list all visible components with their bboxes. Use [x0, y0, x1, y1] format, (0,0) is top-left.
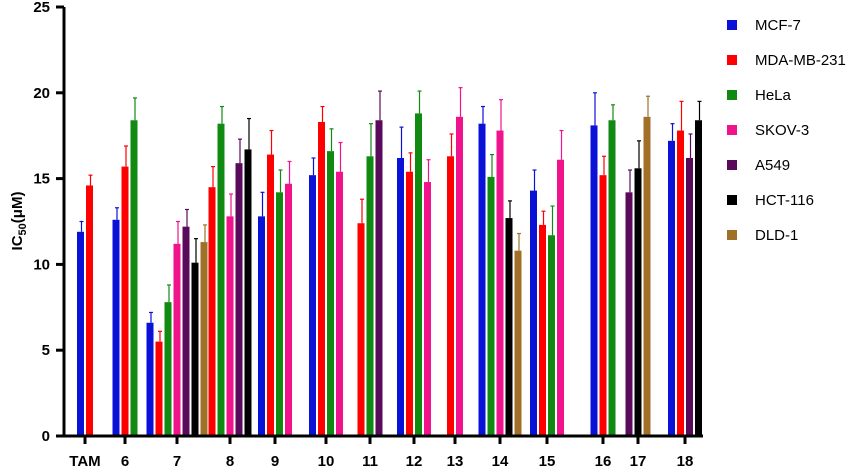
bar	[285, 183, 292, 436]
y-ticks: 0 5 10 15 20 25	[33, 0, 64, 445]
x-tick-label: 9	[271, 453, 279, 470]
bar	[677, 130, 684, 436]
bar	[415, 113, 422, 436]
bar	[217, 123, 225, 437]
bar	[130, 120, 138, 437]
bar	[456, 116, 463, 436]
legend-label: SKOV-3	[755, 122, 809, 139]
bar	[447, 156, 454, 437]
x-tick-label: 18	[677, 453, 694, 470]
legend-swatch	[727, 195, 737, 205]
x-tick-label: 7	[173, 453, 181, 470]
bar	[695, 120, 702, 437]
legend-label: MCF-7	[755, 17, 801, 34]
x-tick-label: 17	[630, 453, 647, 470]
x-tick-label: 11	[362, 453, 378, 470]
bar	[608, 120, 616, 437]
bar	[487, 176, 495, 436]
bar	[530, 190, 537, 436]
bar	[496, 130, 504, 436]
legend-swatch	[727, 160, 737, 170]
bar	[77, 231, 84, 436]
x-tick-label: 12	[406, 453, 423, 470]
bar	[208, 187, 216, 436]
bar	[686, 158, 693, 436]
x-tick-label: TAM	[69, 453, 100, 470]
x-tick-label: 13	[447, 453, 464, 470]
bar	[244, 149, 252, 437]
bar	[505, 218, 513, 436]
x-tick-label: 8	[226, 453, 234, 470]
bar	[557, 159, 564, 436]
bar	[599, 175, 607, 436]
x-tick-label: 14	[492, 453, 509, 470]
bar	[375, 120, 383, 437]
bar	[276, 192, 283, 436]
bar	[191, 262, 199, 436]
bar	[366, 156, 374, 437]
bar	[121, 166, 129, 436]
bar	[267, 154, 274, 437]
bar	[155, 341, 163, 436]
x-tick-label: 16	[595, 453, 612, 470]
bar	[309, 175, 316, 436]
bar	[318, 121, 325, 437]
axes-layer	[62, 7, 703, 438]
bar	[200, 242, 208, 436]
bar	[424, 182, 431, 436]
bar	[625, 192, 633, 436]
legend-label: MDA-MB-231	[755, 52, 846, 69]
bar	[634, 168, 642, 436]
bar	[336, 171, 343, 436]
y-axis-title-main: IC	[9, 235, 26, 250]
bar	[146, 322, 154, 436]
bar	[112, 219, 120, 436]
y-axis-title-unit: (μM)	[9, 192, 26, 224]
x-ticks: TAM 6 7 8 9 10 11 12 13 14 15 16 17 18	[69, 436, 693, 470]
y-tick-label: 5	[42, 342, 50, 359]
legend-swatch	[727, 125, 737, 135]
legend-swatch	[727, 55, 737, 65]
bars-layer	[77, 87, 702, 437]
y-tick-label: 15	[33, 171, 50, 188]
bar	[643, 116, 651, 436]
bar	[164, 302, 172, 436]
legend-label: HeLa	[755, 87, 792, 104]
bar	[539, 224, 546, 436]
legend-swatch	[727, 230, 737, 240]
bar	[478, 123, 486, 437]
bar	[397, 158, 404, 436]
bar	[668, 140, 675, 436]
bar	[235, 163, 243, 436]
legend: MCF-7 MDA-MB-231 HeLa SKOV-3 A549 HCT-116 DLD-…	[727, 17, 846, 244]
bar	[590, 125, 598, 437]
bar	[357, 223, 365, 436]
bar	[327, 151, 334, 437]
y-tick-label: 25	[33, 0, 50, 16]
bar	[182, 226, 190, 436]
x-tick-label: 10	[318, 453, 335, 470]
legend-swatch	[727, 20, 737, 30]
bar	[514, 250, 522, 436]
legend-swatch	[727, 90, 737, 100]
bar	[226, 216, 234, 436]
x-tick-label: 6	[121, 453, 129, 470]
bar	[258, 216, 265, 436]
bar	[406, 171, 413, 436]
y-tick-label: 10	[33, 256, 50, 273]
x-tick-label: 15	[539, 453, 556, 470]
y-axis-title-sub: 50	[17, 223, 29, 235]
y-axis-title: IC50(μM)	[9, 192, 29, 251]
legend-label: HCT-116	[755, 192, 814, 209]
y-tick-label: 0	[42, 428, 50, 445]
legend-label: A549	[755, 157, 790, 174]
bar	[173, 243, 181, 436]
bar	[548, 235, 555, 436]
y-tick-label: 20	[33, 85, 50, 102]
bar	[86, 185, 93, 436]
legend-label: DLD-1	[755, 227, 798, 244]
